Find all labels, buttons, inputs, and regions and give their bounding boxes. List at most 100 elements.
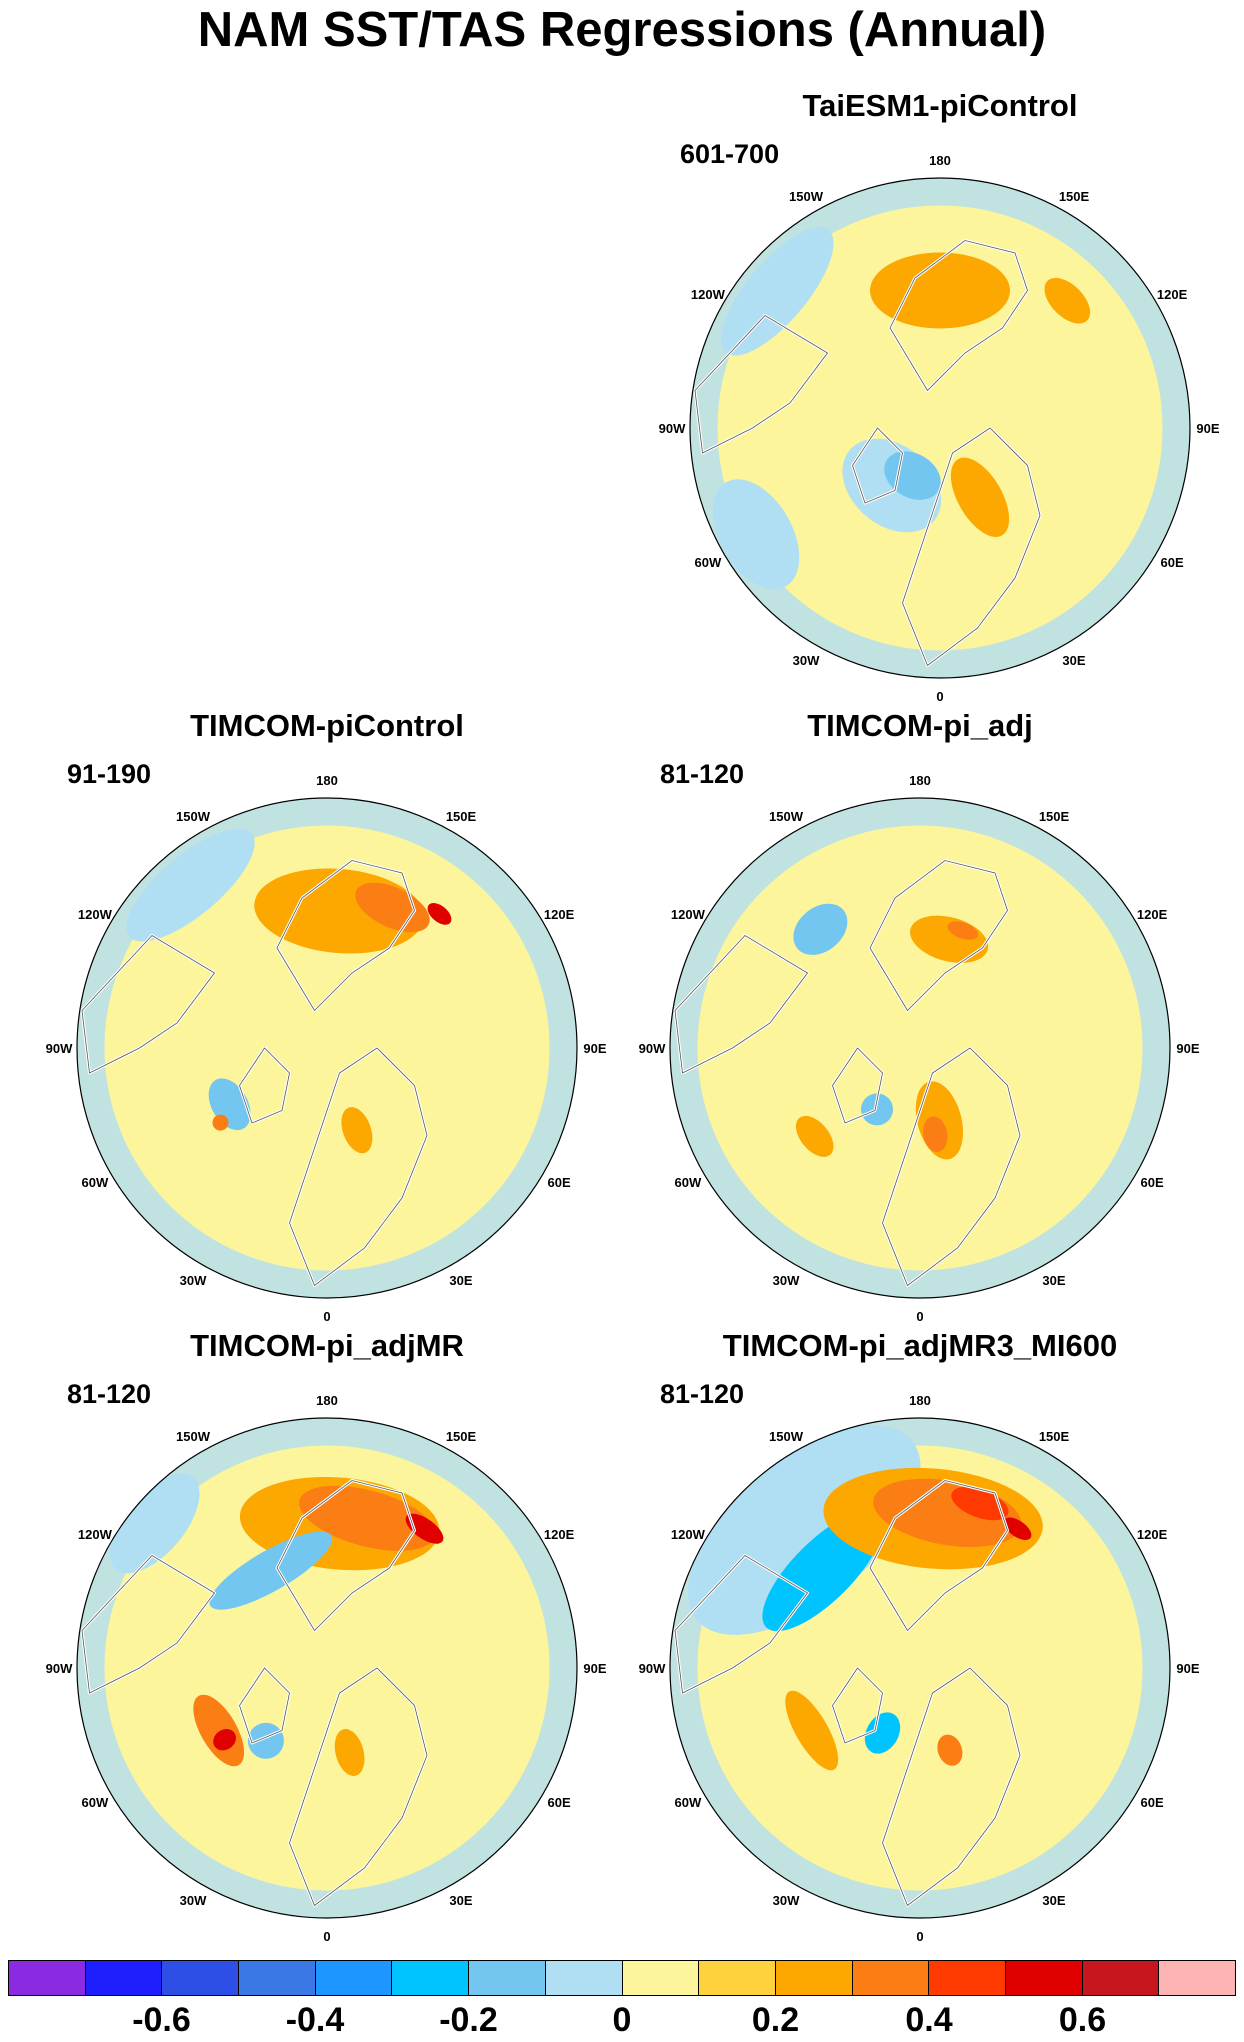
map-border <box>669 797 1171 1299</box>
polar-map: 180 150E 120E 90E 60E 30E 0 30W 60W 90W 120W 150W <box>639 1393 1200 1944</box>
field-outer-ring <box>670 798 1170 1298</box>
lon-label: 30W <box>793 653 820 668</box>
panel-title: TIMCOM-pi_adjMR <box>190 1328 464 1363</box>
coastline-3 <box>239 1667 290 1744</box>
coastline-0 <box>869 860 1008 1012</box>
colorbar <box>8 1960 1236 1996</box>
colorbar-swatch <box>622 1961 700 1995</box>
map-panel-timcom-pi-adj: TIMCOM-pi_adj 81-120 180 150E 120E 90E 60E 30E 0… <box>620 708 1220 1328</box>
polar-map: 180 150E 120E 90E 60E 30E 0 30W 60W 90W 120W 150W <box>46 773 607 1324</box>
cold-anomaly-4 <box>109 1473 200 1574</box>
lon-label: 30E <box>1042 1893 1065 1908</box>
panel-title: TIMCOM-pi_adj <box>807 708 1033 743</box>
coastline-2 <box>81 1554 216 1694</box>
lon-label: 90E <box>583 1041 606 1056</box>
panel-period: 81-120 <box>660 1379 745 1409</box>
warm-anomaly-6 <box>212 1114 229 1131</box>
colorbar-swatch <box>545 1961 623 1995</box>
lon-label: 180 <box>909 773 931 788</box>
lon-label: 180 <box>316 773 338 788</box>
field-outer-ring <box>690 178 1190 678</box>
lon-label: 60W <box>82 1795 109 1810</box>
colorbar-swatch <box>929 1961 1006 1995</box>
lon-label: 120E <box>1157 287 1188 302</box>
colorbar-swatch <box>1005 1961 1083 1995</box>
lon-label: 90E <box>1176 1661 1199 1676</box>
lon-label: 60E <box>1141 1795 1164 1810</box>
warm-anomaly-0 <box>870 252 1010 329</box>
coastline-2 <box>81 934 216 1074</box>
warm-anomaly-3 <box>341 1107 373 1154</box>
map-border <box>76 1417 578 1919</box>
panel-period: 91-190 <box>67 759 152 789</box>
lon-label: 0 <box>323 1929 330 1944</box>
coastline-1 <box>902 427 1041 667</box>
lon-label: 60E <box>548 1795 571 1810</box>
lon-label: 120E <box>1137 1527 1168 1542</box>
field-background <box>77 1418 577 1918</box>
cold-anomaly-6 <box>864 1712 901 1754</box>
lon-label: 0 <box>936 689 943 704</box>
lon-label: 120W <box>78 1527 113 1542</box>
lon-label: 0 <box>916 1309 923 1324</box>
lon-label: 90E <box>1196 421 1219 436</box>
colorbar-swatch <box>85 1961 163 1995</box>
map-panel-timcom-picontrol: TIMCOM-piControl 91-190 180 150E 120E 90E 60E 3… <box>27 708 627 1328</box>
colorbar-label: 0.2 <box>751 2001 800 2039</box>
field-background <box>670 798 1170 1298</box>
lon-label: 150E <box>1039 1429 1070 1444</box>
cold-anomaly-7 <box>247 1722 284 1759</box>
map-panel-timcom-pi-adjmr3-mi600: TIMCOM-pi_adjMR3_MI600 81-120 180 150E 120E 9… <box>620 1328 1220 1948</box>
colorbar-swatch <box>162 1961 240 1995</box>
colorbar-label: 0.4 <box>905 2001 953 2039</box>
panel-period: 81-120 <box>67 1379 152 1409</box>
colorbar-swatch <box>775 1961 853 1995</box>
lon-label: 120E <box>544 1527 575 1542</box>
lon-label: 30W <box>180 1893 207 1908</box>
panel-period: 81-120 <box>660 759 745 789</box>
field-outer-ring <box>77 798 577 1298</box>
coastline-1 <box>882 1667 1021 1907</box>
colorbar-labels: -0.6 -0.4 -0.2 0 0.2 0.4 0.6 <box>8 2000 1236 2042</box>
polar-map: 180 150E 120E 90E 60E 30E 0 30W 60W 90W 120W 150W <box>659 153 1220 704</box>
coastline-0 <box>869 1480 1008 1632</box>
cold-anomaly-3 <box>209 1531 333 1610</box>
lon-label: 150W <box>789 189 824 204</box>
coastline-1 <box>882 1047 1021 1287</box>
lon-label: 90W <box>46 1041 73 1056</box>
field-outer-ring <box>670 1418 1170 1918</box>
cold-anomaly-4 <box>720 227 834 356</box>
lon-label: 150E <box>446 809 477 824</box>
cold-anomaly-5 <box>861 1093 893 1126</box>
lon-label: 0 <box>916 1929 923 1944</box>
lon-label: 120W <box>671 907 706 922</box>
coastline-0 <box>276 860 415 1012</box>
warm-anomaly-2 <box>405 1513 444 1544</box>
lon-label: 120E <box>544 907 575 922</box>
panel-title: TIMCOM-pi_adjMR3_MI600 <box>722 1328 1118 1363</box>
colorbar-swatch <box>1159 1961 1235 1995</box>
colorbar-label: 0 <box>612 2001 632 2039</box>
lon-label: 30E <box>1042 1273 1065 1288</box>
colorbar-label: -0.6 <box>132 2001 191 2039</box>
lon-label: 90W <box>46 1661 73 1676</box>
lon-label: 180 <box>316 1393 338 1408</box>
colorbar-swatch <box>9 1961 86 1995</box>
warm-anomaly-1 <box>947 921 979 940</box>
warm-anomaly-3 <box>922 1116 948 1153</box>
colorbar-swatch <box>315 1961 393 1995</box>
coastline-2 <box>674 934 809 1074</box>
lon-label: 180 <box>929 153 951 168</box>
warm-anomaly-8 <box>334 1729 365 1776</box>
cold-anomaly-6 <box>884 451 941 500</box>
coastline-3 <box>852 427 903 504</box>
lon-label: 90E <box>583 1661 606 1676</box>
polar-map: 180 150E 120E 90E 60E 30E 0 30W 60W 90W 120W 150W <box>46 1393 607 1944</box>
lon-label: 120W <box>691 287 726 302</box>
warm-anomaly-5 <box>1003 1517 1032 1540</box>
panel-period: 601-700 <box>680 139 780 169</box>
lon-label: 90E <box>1176 1041 1199 1056</box>
lon-label: 60W <box>82 1175 109 1190</box>
lon-label: 30E <box>449 1273 472 1288</box>
colorbar-swatch <box>852 1961 930 1995</box>
